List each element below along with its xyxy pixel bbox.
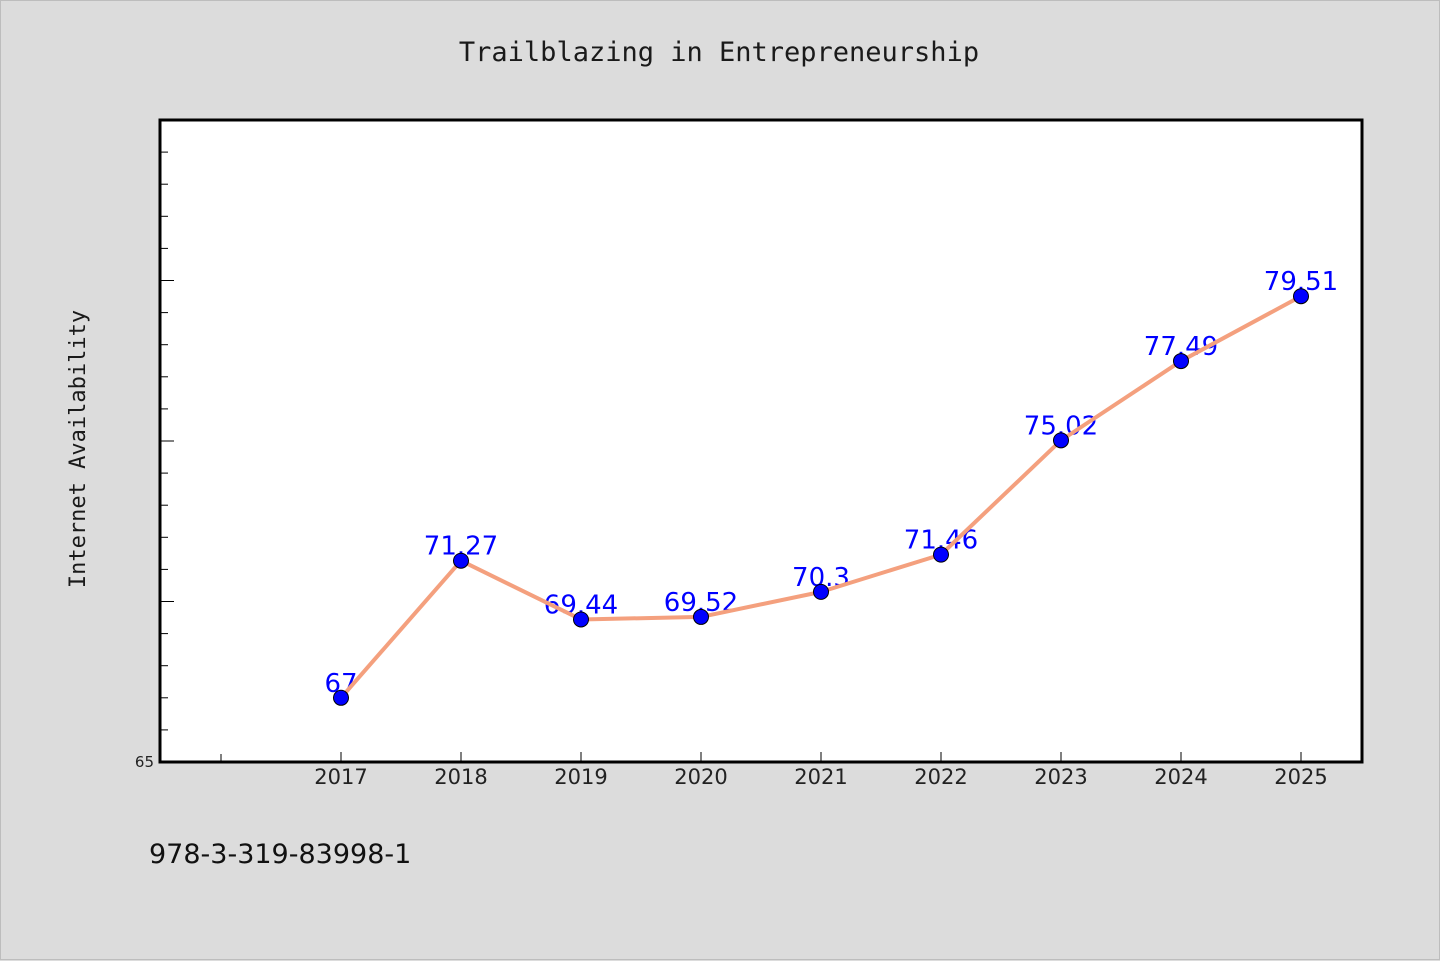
data-point-2019 [573, 611, 589, 628]
data-point-2022 [933, 546, 949, 563]
plot-area [158, 118, 1364, 764]
series-layer [333, 288, 1309, 706]
x-tick-label-2025: 2025 [1274, 765, 1327, 789]
data-point-2017 [333, 689, 349, 706]
data-point-2021 [813, 583, 829, 600]
data-point-2024 [1173, 353, 1189, 370]
y-axis-ticks [160, 151, 174, 763]
x-tick-label-2018: 2018 [434, 765, 487, 789]
x-tick-label-2023: 2023 [1034, 765, 1087, 789]
x-tick-label-2024: 2024 [1154, 765, 1207, 789]
y-tick-label-65: 65 [135, 753, 154, 771]
x-tick-label-2022: 2022 [914, 765, 967, 789]
x-tick-label-2019: 2019 [554, 765, 607, 789]
data-point-2025 [1293, 288, 1309, 305]
x-tick-label-2020: 2020 [674, 765, 727, 789]
x-tick-label-2017: 2017 [314, 765, 367, 789]
data-point-2018 [453, 552, 469, 569]
isbn-text: 978-3-319-83998-1 [149, 839, 411, 870]
y-axis-label: Internet Availability [66, 310, 91, 588]
data-point-2023 [1053, 432, 1069, 449]
x-axis-ticks: 2017 2018 2019 2020 2021 2022 2023 2024 2025 [220, 752, 1328, 789]
chart-title: Trailblazing in Entrepreneurship [459, 37, 979, 68]
x-tick-label-2021: 2021 [794, 765, 847, 789]
data-point-2020 [693, 608, 709, 625]
